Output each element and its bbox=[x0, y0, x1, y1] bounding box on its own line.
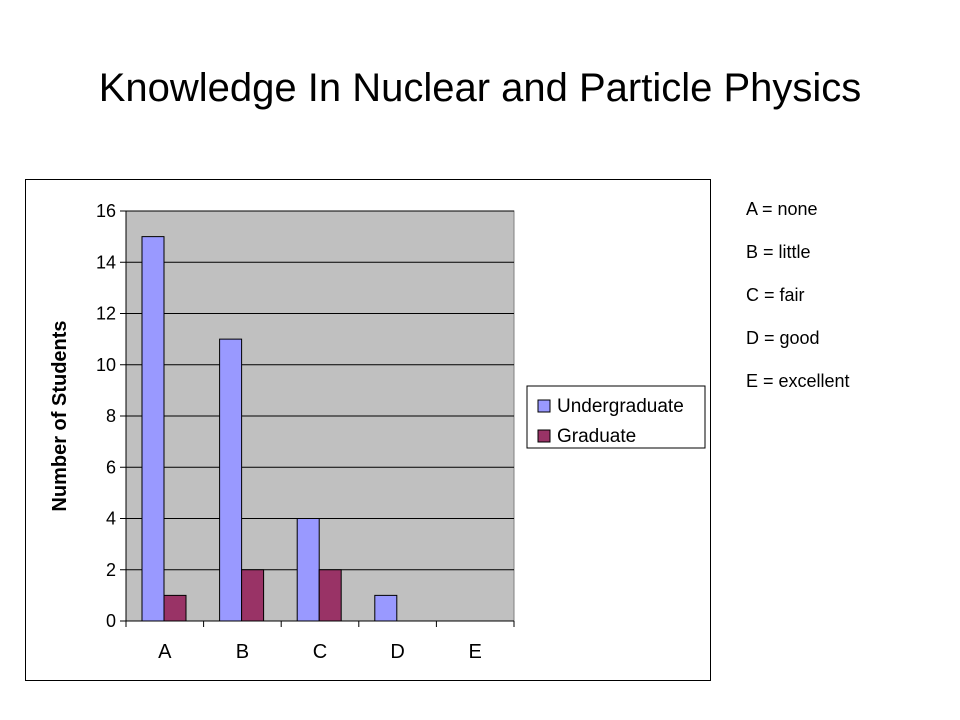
legend-swatch-graduate bbox=[537, 429, 551, 443]
bar-chart: 0 2 4 6 8 10 12 14 16 A B C D E Number of Students Unde… bbox=[49, 201, 706, 663]
y-tick-label: 0 bbox=[106, 611, 116, 631]
legend-label-undergraduate: Undergraduate bbox=[557, 396, 684, 417]
x-tick-label: E bbox=[469, 641, 482, 663]
key-item-e: E = excellent bbox=[746, 371, 850, 391]
slide-title: Knowledge In Nuclear and Particle Physic… bbox=[98, 66, 862, 110]
key-item-d: D = good bbox=[746, 328, 820, 348]
legend-label-graduate: Graduate bbox=[557, 426, 636, 447]
key-item-c: C = fair bbox=[746, 285, 805, 305]
y-axis-label: Number of Students bbox=[49, 320, 71, 511]
x-tick-label: D bbox=[390, 641, 404, 663]
bar-undergraduate-d bbox=[374, 594, 398, 622]
chart-frame: 0 2 4 6 8 10 12 14 16 A B C D E Number of Students Unde… bbox=[25, 179, 711, 681]
bar-graduate-b bbox=[241, 569, 265, 622]
y-tick-label: 6 bbox=[106, 457, 116, 477]
y-tick-label: 14 bbox=[96, 252, 116, 272]
y-tick-label: 4 bbox=[106, 509, 116, 529]
bar-undergraduate-b bbox=[219, 338, 243, 622]
key-item-b: B = little bbox=[746, 242, 811, 262]
y-tick-label: 8 bbox=[106, 406, 116, 426]
bar-undergraduate-c bbox=[296, 518, 320, 622]
legend-swatch-undergraduate bbox=[537, 399, 551, 413]
grade-key-list: A = none B = little C = fair D = good E … bbox=[746, 196, 850, 411]
bar-graduate-a bbox=[163, 594, 187, 622]
legend bbox=[526, 385, 706, 449]
y-tick-label: 2 bbox=[106, 560, 116, 580]
y-tick-label: 10 bbox=[96, 355, 116, 375]
x-tick-label: A bbox=[158, 641, 172, 663]
y-tick-label: 16 bbox=[96, 201, 116, 221]
key-item-a: A = none bbox=[746, 199, 818, 219]
x-tick-label: C bbox=[313, 641, 327, 663]
y-tick-label: 12 bbox=[96, 304, 116, 324]
bar-undergraduate-a bbox=[141, 236, 165, 622]
bar-graduate-c bbox=[318, 569, 342, 622]
x-tick-label: B bbox=[236, 641, 249, 663]
